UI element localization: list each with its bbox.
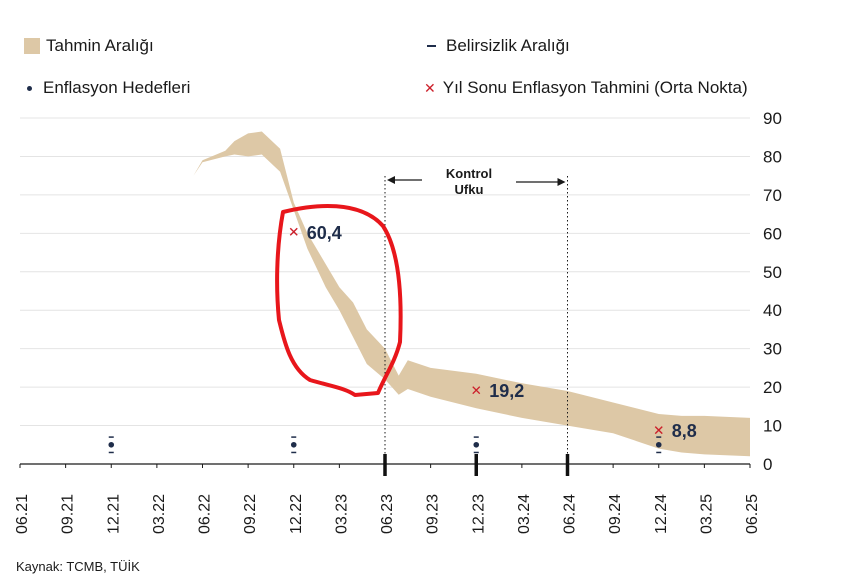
legend-targets-label: Enflasyon Hedefleri [43, 78, 191, 97]
x-tick-label: 12.24 [653, 494, 670, 534]
legend-uncertainty-label: Belirsizlik Aralığı [446, 36, 570, 55]
forecast-marker-b [289, 227, 298, 236]
chart-marks: 60,4 19,2 8,8 [108, 223, 697, 454]
dot-icon [27, 85, 32, 91]
y-tick-label: 50 [763, 263, 782, 282]
x-tick-labels: 06.21 09.21 12.21 03.22 06.22 09.22 12.22 03.23… [14, 494, 761, 534]
x-tick-label: 03.23 [333, 494, 350, 534]
x-tick-label: 03.24 [516, 494, 533, 534]
forecast-label: 19,2 [489, 381, 524, 401]
arrow-right-icon [557, 178, 566, 186]
y-tick-label: 10 [763, 417, 782, 436]
x-tick-label: 09.24 [607, 494, 624, 534]
x-tick-label: 06.21 [14, 494, 31, 534]
forecast-marker-b [472, 386, 481, 395]
x-tick-label: 06.24 [562, 494, 579, 534]
target-point [473, 441, 480, 448]
source-note: Kaynak: TCMB, TÜİK [16, 559, 140, 574]
forecast-band [20, 131, 750, 457]
y-tick-label: 0 [763, 455, 772, 474]
x-tick-label: 09.22 [242, 494, 259, 534]
y-tick-label: 70 [763, 186, 782, 205]
legend-band: Tahmin Aralığı [24, 36, 154, 56]
control-horizon-label-line2: Ufku [455, 182, 484, 197]
legend-forecast-label: Yıl Sonu Enflasyon Tahmini (Orta Nokta) [442, 78, 748, 97]
legend-uncertainty: Belirsizlik Aralığı [427, 36, 570, 56]
y-tick-label: 80 [763, 147, 782, 166]
control-horizon-label-line1: Kontrol [446, 166, 492, 181]
x-axis [19, 454, 751, 476]
legend-targets: Enflasyon Hedefleri [27, 78, 190, 98]
x-tick-label: 09.21 [60, 494, 77, 534]
y-tick-label: 40 [763, 301, 782, 320]
forecast-label: 60,4 [307, 223, 342, 243]
target-point [290, 441, 297, 448]
x-tick-label: 12.23 [470, 494, 487, 534]
legend-band-label: Tahmin Aralığı [46, 36, 154, 55]
x-tick-label: 06.25 [744, 494, 761, 534]
x-tick-label: 03.25 [698, 494, 715, 534]
x-tick-label: 06.23 [379, 494, 396, 534]
x-tick-label: 12.21 [105, 494, 122, 534]
y-tick-label: 20 [763, 378, 782, 397]
dash-icon [427, 45, 436, 47]
x-tick-label: 12.22 [288, 494, 305, 534]
x-tick-label: 06.22 [197, 494, 214, 534]
x-marker-icon: ✕ [424, 79, 436, 96]
legend-forecast: ✕ Yıl Sonu Enflasyon Tahmini (Orta Nokta… [424, 78, 748, 98]
x-tick-label: 09.23 [425, 494, 442, 534]
forecast-band-area [20, 131, 750, 457]
x-tick-label: 03.22 [151, 494, 168, 534]
arrow-left-icon [387, 176, 395, 184]
y-tick-label: 60 [763, 224, 782, 243]
target-point [655, 441, 662, 448]
forecast-marker-b [654, 426, 663, 435]
band-swatch-icon [24, 38, 40, 54]
y-tick-label: 30 [763, 340, 782, 359]
y-tick-label: 90 [763, 109, 782, 128]
y-tick-labels: 0 10 20 30 40 50 60 70 80 90 [763, 109, 782, 474]
target-point [108, 441, 115, 448]
highlight-annotation [275, 204, 403, 397]
forecast-label: 8,8 [672, 421, 697, 441]
highlight-circle [275, 204, 403, 397]
